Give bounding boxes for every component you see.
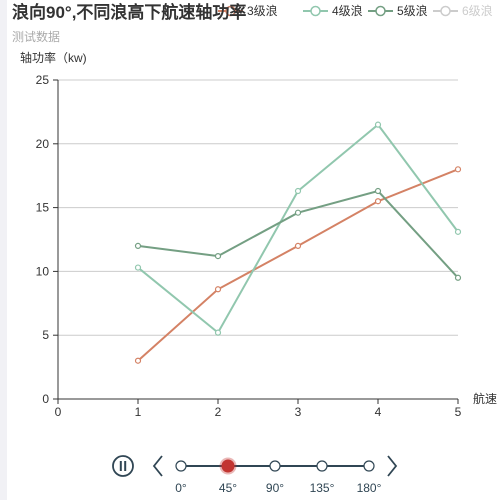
data-point[interactable] bbox=[374, 187, 382, 195]
x-axis-label: 航速 bbox=[473, 391, 497, 406]
data-point[interactable] bbox=[294, 187, 302, 195]
timeline-current-marker bbox=[221, 459, 235, 473]
data-point[interactable] bbox=[134, 242, 142, 249]
chart-title: 浪向90°,不同浪高下航速轴功率 bbox=[12, 2, 246, 22]
legend-item[interactable]: 6级浪 bbox=[433, 3, 493, 18]
axes: 0 5 10 15 20 25 0 1 2 3 4 5 bbox=[36, 73, 462, 419]
legend-swatch-marker bbox=[440, 5, 451, 17]
legend-swatch-marker bbox=[225, 5, 236, 17]
pause-icon bbox=[119, 461, 122, 471]
next-arrow-icon[interactable] bbox=[387, 455, 398, 477]
data-point[interactable] bbox=[294, 242, 302, 249]
previous-arrow-icon[interactable] bbox=[152, 455, 163, 477]
y-tick-label: 5 bbox=[42, 328, 49, 342]
timeline-label: 135° bbox=[310, 481, 335, 495]
legend-swatch-marker bbox=[310, 5, 321, 17]
y-tick-label: 25 bbox=[36, 73, 50, 87]
x-tick-label: 5 bbox=[455, 405, 462, 419]
legend-item[interactable]: 4级浪 bbox=[303, 3, 363, 18]
legend-label: 6级浪 bbox=[462, 3, 493, 18]
legend-swatch-marker bbox=[375, 5, 386, 17]
timeline-marker bbox=[316, 460, 328, 472]
y-axis-label: 轴功率（kw) bbox=[20, 50, 87, 65]
timeline: 0° 45° 90° 135° 180° bbox=[112, 455, 398, 496]
series-1 bbox=[134, 166, 462, 364]
timeline-point[interactable]: 0° bbox=[175, 460, 187, 495]
play-pause-button[interactable] bbox=[112, 455, 134, 477]
timeline-label: 0° bbox=[175, 481, 187, 495]
x-tick-label: 2 bbox=[215, 405, 222, 419]
data-point[interactable] bbox=[134, 264, 142, 271]
data-point[interactable] bbox=[214, 286, 222, 293]
x-tick-label: 4 bbox=[375, 405, 382, 419]
y-tick-label: 20 bbox=[36, 137, 50, 151]
data-point[interactable] bbox=[214, 329, 222, 336]
series-lines bbox=[134, 121, 462, 364]
legend-label: 5级浪 bbox=[397, 3, 428, 18]
legend-item[interactable]: 5级浪 bbox=[368, 3, 428, 18]
x-tick-label: 1 bbox=[135, 405, 142, 419]
legend-label: 4级浪 bbox=[332, 3, 363, 18]
data-point[interactable] bbox=[454, 228, 462, 235]
x-tick-label: 0 bbox=[55, 405, 62, 419]
data-point[interactable] bbox=[134, 357, 142, 364]
series-line bbox=[137, 123, 459, 335]
series-2 bbox=[134, 121, 462, 336]
y-tick-label: 10 bbox=[36, 264, 50, 278]
series-line bbox=[137, 168, 459, 362]
timeline-point[interactable]: 90° bbox=[266, 460, 284, 495]
data-point[interactable] bbox=[454, 274, 462, 281]
series-line bbox=[137, 189, 459, 279]
legend-label: 3级浪 bbox=[247, 3, 278, 18]
timeline-label: 45° bbox=[219, 481, 237, 495]
data-point[interactable] bbox=[374, 198, 382, 205]
x-tick-label: 3 bbox=[295, 405, 302, 419]
timeline-point[interactable]: 135° bbox=[310, 460, 335, 495]
chart-subtitle: 测试数据 bbox=[12, 29, 60, 44]
data-point[interactable] bbox=[214, 252, 222, 260]
grid-lines bbox=[58, 79, 458, 336]
timeline-marker bbox=[363, 460, 375, 472]
timeline-marker bbox=[269, 460, 281, 472]
timeline-label: 90° bbox=[266, 481, 284, 495]
y-tick-label: 0 bbox=[42, 392, 49, 406]
timeline-point[interactable]: 45° bbox=[219, 457, 237, 496]
timeline-point[interactable]: 180° bbox=[357, 460, 382, 495]
legend-item[interactable]: 3级浪 bbox=[218, 3, 278, 18]
data-point[interactable] bbox=[294, 209, 302, 216]
y-tick-label: 15 bbox=[36, 201, 50, 215]
page-edge-strip bbox=[0, 0, 7, 500]
timeline-label: 180° bbox=[357, 481, 382, 495]
legend[interactable]: 3级浪 4级浪 5级浪 6级浪 bbox=[218, 3, 493, 18]
data-point[interactable] bbox=[454, 166, 462, 173]
series-3 bbox=[134, 187, 462, 281]
data-point[interactable] bbox=[374, 121, 382, 128]
timeline-marker bbox=[175, 460, 187, 472]
